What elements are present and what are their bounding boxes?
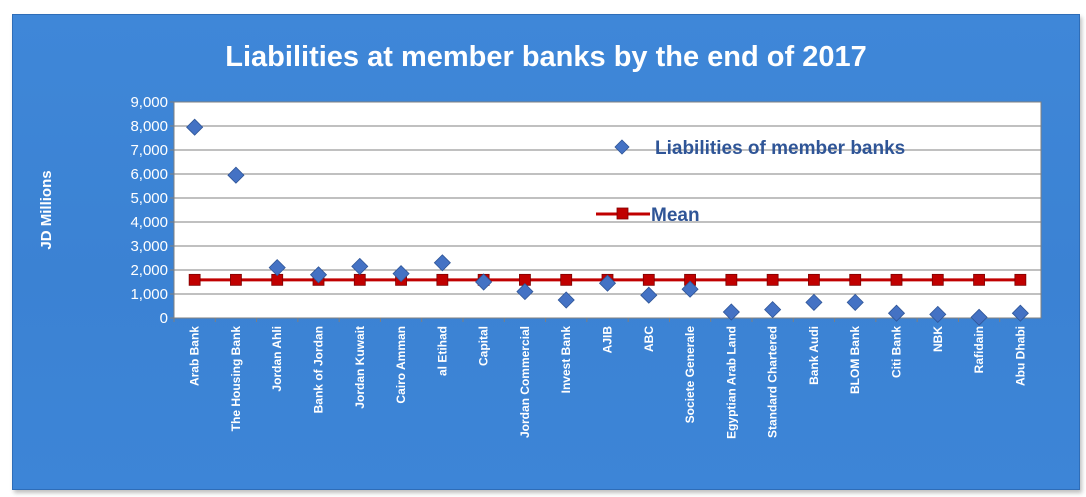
mean-marker	[808, 273, 820, 286]
mean-marker	[890, 273, 903, 286]
liabilities-point	[186, 118, 204, 136]
liabilities-point	[227, 166, 245, 184]
liabilities-point	[970, 308, 988, 326]
y-tick-label: 0	[160, 310, 168, 327]
mean-marker	[973, 273, 985, 286]
y-tick-label: 1,000	[130, 286, 168, 303]
y-axis-ticks: 0 1,000 2,000 3,000 4,000 5,000 6,000 7,000 8,00…	[130, 94, 174, 327]
y-tick-label: 5,000	[130, 190, 168, 207]
liabilities-point	[351, 257, 369, 275]
liabilities-point	[1011, 304, 1029, 322]
x-tick-label: Jordan Commercial	[518, 326, 532, 438]
x-tick-label: al Etihad	[435, 326, 449, 376]
x-tick-label: NBK	[931, 326, 945, 352]
mean-marker	[725, 273, 738, 286]
liabilities-point	[557, 291, 575, 309]
x-tick-label: Jordan Ahli	[270, 326, 284, 392]
liabilities-point	[268, 259, 286, 277]
liabilities-point	[475, 273, 493, 291]
x-tick-label: BLOM Bank	[848, 326, 862, 394]
liabilities-point	[392, 265, 410, 283]
x-tick-label: AJIB	[601, 326, 615, 354]
liabilities-point	[640, 286, 658, 304]
y-tick-label: 7,000	[130, 142, 168, 159]
x-tick-label: Arab Bank	[188, 326, 202, 386]
mean-marker	[766, 273, 779, 286]
mean-marker	[560, 273, 573, 286]
liabilities-point	[309, 266, 328, 284]
legend-square-marker	[616, 207, 629, 220]
legend-label-liabilities: Liabilities of member banks	[655, 138, 905, 159]
x-tick-label: Cairo Amman	[394, 326, 408, 404]
legend: Liabilities of member banks Mean	[596, 138, 905, 226]
liabilities-point	[929, 305, 947, 323]
chart-title: Liabilities at member banks by the end o…	[225, 41, 867, 73]
liabilities-point	[681, 280, 699, 298]
y-tick-label: 6,000	[130, 166, 168, 183]
liabilities-point	[722, 303, 740, 321]
liabilities-point	[433, 254, 451, 272]
x-tick-label: Bank Audi	[807, 326, 821, 385]
x-tick-label: The Housing Bank	[229, 326, 243, 432]
mean-marker	[188, 273, 201, 286]
liabilities-point	[887, 304, 906, 322]
mean-marker	[931, 273, 944, 286]
liabilities-point	[846, 293, 864, 311]
liabilities-point	[598, 274, 617, 292]
x-tick-label: Societe Generale	[683, 326, 697, 424]
mean-marker	[642, 273, 655, 286]
mean-marker	[353, 273, 366, 286]
x-tick-label: ABC	[642, 326, 656, 352]
x-tick-label: Egyptian Arab Land	[724, 326, 738, 439]
legend-label-mean: Mean	[651, 205, 700, 226]
x-tick-label: Capital	[477, 326, 491, 366]
x-tick-label: Rafidain	[972, 326, 986, 373]
legend-diamond-marker	[614, 139, 630, 155]
y-tick-label: 9,000	[130, 94, 168, 111]
liabilities-point	[516, 283, 534, 301]
x-tick-label: Citi Bank	[890, 326, 904, 378]
y-tick-label: 2,000	[130, 262, 168, 279]
mean-marker	[849, 273, 862, 286]
y-tick-label: 4,000	[130, 214, 168, 231]
y-tick-label: 8,000	[130, 118, 168, 135]
y-tick-label: 3,000	[130, 238, 168, 255]
mean-marker	[1014, 273, 1027, 286]
x-tick-label: Bank of Jordan	[312, 326, 326, 413]
x-tick-label: Standard Chartered	[766, 326, 780, 438]
x-tick-label: Invest Bank	[559, 326, 573, 394]
liabilities-point	[764, 301, 782, 319]
x-tick-label: Jordan Kuwait	[353, 326, 367, 409]
y-axis-label: JD Millions	[38, 170, 55, 249]
x-tick-label: Abu Dhabi	[1013, 326, 1027, 386]
x-axis-ticks: Arab Bank The Housing Bank Jordan Ahli Bank…	[173, 318, 1027, 439]
mean-marker	[230, 273, 242, 286]
liabilities-series	[186, 118, 1029, 326]
mean-marker	[436, 273, 449, 286]
liabilities-point	[805, 293, 823, 311]
